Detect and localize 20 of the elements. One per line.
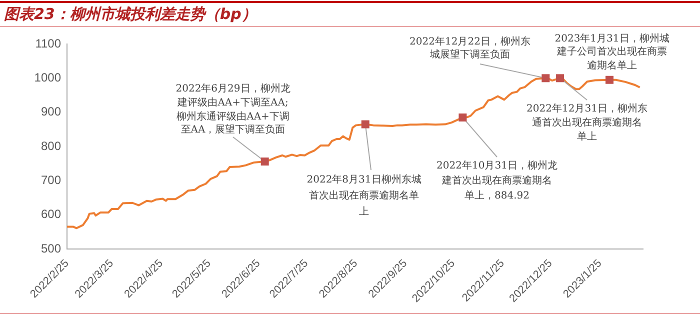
annotation: 2022年12月31日，柳州东通首次出现在商票逾期名单上 xyxy=(526,102,648,143)
point xyxy=(542,74,550,82)
y-tick-label: 900 xyxy=(40,104,62,119)
y-tick-label: 700 xyxy=(40,172,62,187)
point xyxy=(260,158,269,166)
point xyxy=(361,120,370,128)
point xyxy=(605,76,614,84)
y-tick-label: 500 xyxy=(40,241,62,256)
annotation: 2022年12月22日，柳州东城展望下调至负面 xyxy=(410,36,530,61)
annotation: 2022年10月31日，柳州龙建首次出现在商票逾期名单上，884.92 xyxy=(436,160,558,202)
chart-title: 图表23：柳州市城投利差走势（bp） xyxy=(4,5,256,24)
y-tick-label: 800 xyxy=(40,138,62,153)
y-tick-label: 600 xyxy=(40,207,62,222)
point xyxy=(458,113,467,122)
y-tick-label: 1000 xyxy=(34,70,62,84)
annotation: 2023年1月31日，柳州城建子公司首次出现在商票逾期名单上 xyxy=(554,32,670,72)
annotation: 2022年6月29日，柳州龙建评级由AA+下调至AA;柳州东通评级由AA+下调至AA，展望下调至负面 xyxy=(176,82,290,136)
y-tick-label: 1100 xyxy=(35,36,62,50)
point xyxy=(556,74,564,82)
annotation: 2022年8月31日柳州东城首次出现在商票逾期名单上 xyxy=(306,174,422,218)
